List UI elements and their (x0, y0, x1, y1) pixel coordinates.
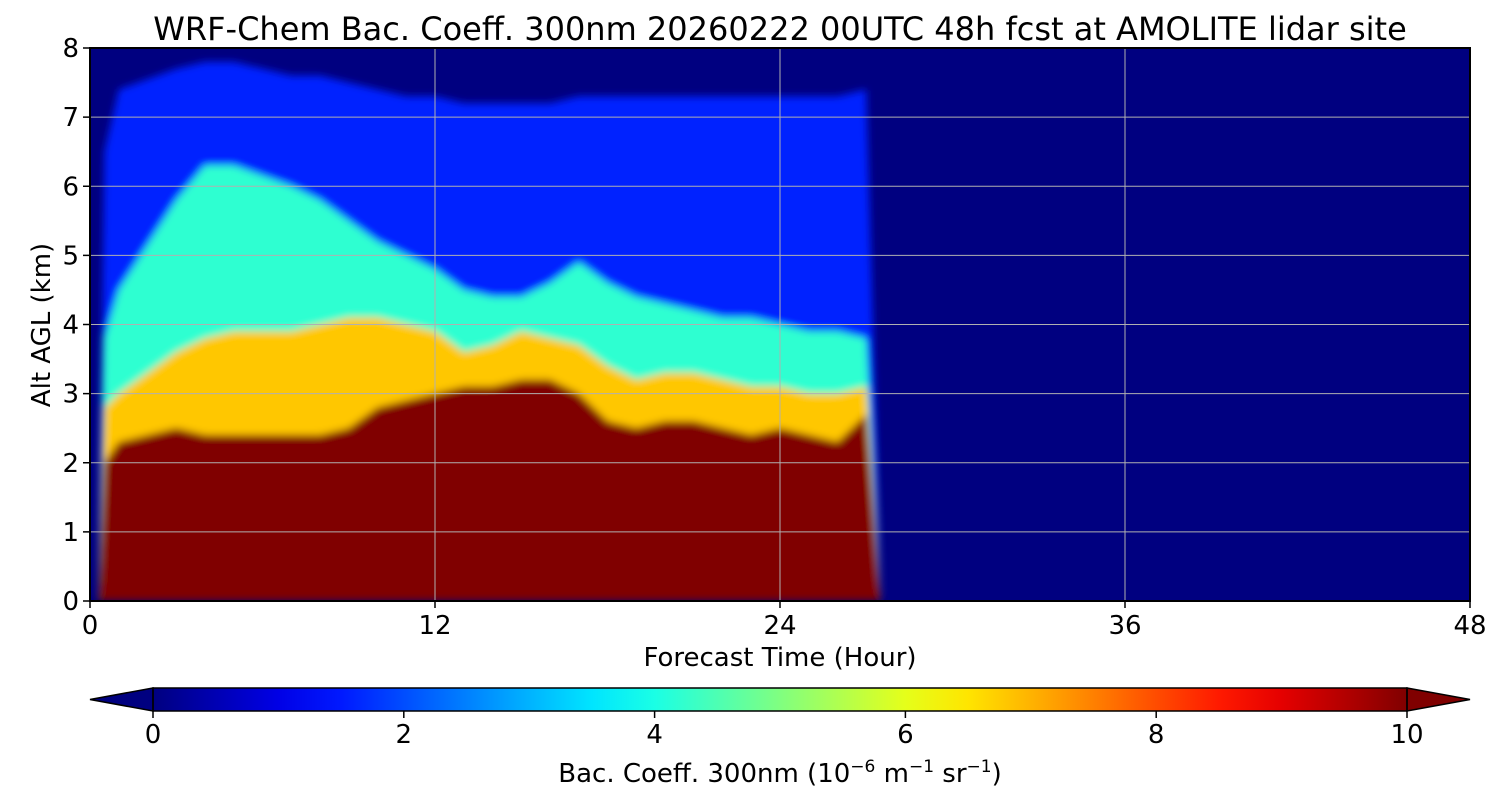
colorbar-tick-label: 6 (897, 720, 914, 750)
y-tick-label: 2 (62, 449, 79, 479)
y-tick-label: 3 (62, 380, 79, 410)
colorbar-frame (152, 687, 1408, 712)
colorbar-tick-label: 0 (145, 720, 162, 750)
grid-lines (90, 48, 1470, 601)
x-tick-label: 36 (1108, 611, 1141, 641)
y-tick-label: 7 (62, 103, 79, 133)
x-tick-label: 48 (1453, 611, 1486, 641)
colorbar-over-extension (1406, 687, 1471, 712)
x-tick-label: 12 (418, 611, 451, 641)
y-tick-label: 1 (62, 518, 79, 548)
y-tick-label: 6 (62, 172, 79, 202)
colorbar-label: Bac. Coeff. 300nm (10−6 m−1 sr−1) (558, 757, 1001, 789)
y-tick-label: 0 (62, 587, 79, 617)
x-tick-label: 0 (82, 611, 99, 641)
y-axis: 0 1 2 3 4 5 6 7 8 (62, 34, 90, 617)
field-band-saturated (98, 379, 881, 601)
colorbar-gradient (153, 688, 1407, 711)
y-axis-label: Alt AGL (km) (27, 243, 57, 407)
x-axis-label: Forecast Time (Hour) (643, 643, 916, 673)
y-tick-label: 8 (62, 34, 79, 64)
y-tick-label: 5 (62, 241, 79, 271)
y-tick-label: 4 (62, 311, 79, 341)
colorbar-tick-label: 2 (396, 720, 413, 750)
backscatter-field (98, 61, 881, 601)
colorbar-ticks: 0 2 4 6 8 10 (145, 711, 1424, 750)
colorbar: 0 2 4 6 8 10 Bac. Coeff. 300nm (10−6 m−1 sr−1… (89, 687, 1471, 789)
chart-title: WRF-Chem Bac. Coeff. 300nm 20260222 00UT… (153, 10, 1407, 48)
x-tick-label: 24 (763, 611, 796, 641)
colorbar-tick-label: 4 (646, 720, 663, 750)
colorbar-tick-label: 10 (1390, 720, 1423, 750)
x-axis: 0 12 24 36 48 (82, 601, 1487, 641)
colorbar-under-extension (89, 687, 154, 712)
colorbar-tick-label: 8 (1148, 720, 1165, 750)
